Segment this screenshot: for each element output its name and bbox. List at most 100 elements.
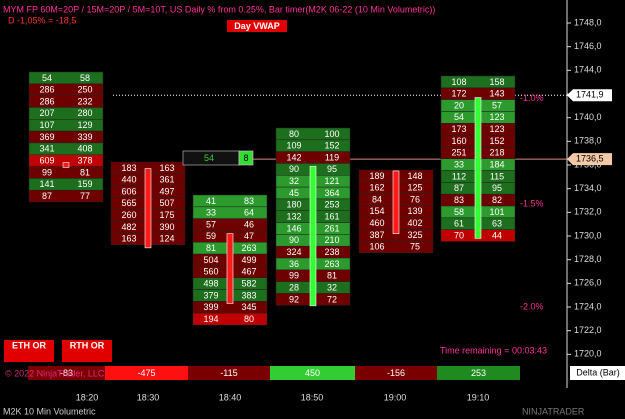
price-tick-label: 1730,0	[574, 230, 602, 240]
price-tick-label: 1734,0	[574, 183, 602, 193]
ask-volume: 408	[77, 144, 92, 154]
price-tag	[567, 153, 612, 166]
ask-volume: 148	[407, 171, 422, 181]
bid-volume: 399	[203, 302, 218, 312]
ask-volume: 82	[492, 195, 502, 205]
bid-volume: 286	[39, 85, 54, 95]
ask-volume: 159	[77, 179, 92, 189]
bid-volume: 70	[454, 230, 464, 240]
price-tag-label: 1741,9	[576, 90, 604, 100]
bid-volume: 32	[289, 176, 299, 186]
ask-volume: 325	[407, 230, 422, 240]
delta-value: -115	[220, 368, 237, 378]
candle-body	[474, 97, 482, 239]
footprint-cell	[358, 240, 434, 253]
time-tick-label: 18:30	[137, 392, 160, 402]
price-tag-label: 1736,5	[576, 153, 604, 163]
ask-volume: 143	[489, 89, 504, 99]
price-tick-label: 1746,0	[574, 41, 602, 51]
bid-volume: 57	[206, 219, 216, 229]
bid-volume: 80	[289, 129, 299, 139]
footprint-cell	[192, 194, 268, 208]
bid-volume: 440	[121, 175, 136, 185]
ask-volume: 467	[241, 267, 256, 277]
bid-volume: 87	[42, 191, 52, 201]
ask-volume: 210	[324, 235, 339, 245]
logo: NINJATRADER	[522, 406, 585, 416]
cursor-box	[238, 150, 254, 166]
delta-value: -83	[60, 368, 73, 378]
footprint-cell	[28, 71, 104, 85]
ask-volume: 339	[77, 132, 92, 142]
bid-volume: 84	[372, 194, 382, 204]
bid-volume: 341	[39, 144, 54, 154]
price-tick-label: 1738,0	[574, 136, 602, 146]
percent-label: -1.5%	[520, 198, 544, 208]
bid-volume: 33	[454, 160, 464, 170]
bid-volume: 606	[121, 186, 136, 196]
ask-volume: 121	[324, 176, 339, 186]
ask-volume: 124	[159, 234, 174, 244]
bid-volume: 109	[286, 141, 301, 151]
bid-volume: 560	[203, 267, 218, 277]
bid-volume: 260	[121, 210, 136, 220]
bid-volume: 172	[451, 89, 466, 99]
bid-volume: 194	[203, 314, 218, 324]
rth-label: RTH OR	[70, 340, 105, 350]
ask-volume: 123	[489, 124, 504, 134]
price-tick-label: 1744,0	[574, 65, 602, 75]
bid-volume: 99	[42, 167, 52, 177]
bid-volume: 142	[286, 152, 301, 162]
bid-volume: 107	[39, 120, 54, 130]
ask-volume: 101	[489, 207, 504, 217]
cursor-value: 8	[243, 153, 248, 163]
bid-volume: 132	[286, 212, 301, 222]
bid-volume: 498	[203, 279, 218, 289]
bid-volume: 379	[203, 290, 218, 300]
bid-volume: 54	[42, 73, 52, 83]
candle-body	[62, 162, 70, 168]
ask-volume: 100	[324, 129, 339, 139]
daily-change: D -1,05% = -18,5	[8, 15, 76, 25]
vwap-box	[227, 20, 287, 32]
bid-volume: 160	[451, 136, 466, 146]
bid-volume: 99	[289, 271, 299, 281]
bid-volume: 183	[121, 163, 136, 173]
ask-volume: 63	[492, 219, 502, 229]
ask-volume: 123	[489, 112, 504, 122]
bid-volume: 146	[286, 223, 301, 233]
delta-value: 253	[471, 368, 486, 378]
delta-title: Delta (Bar)	[576, 367, 620, 377]
cursor-value: 54	[204, 153, 214, 163]
ask-volume: 46	[244, 219, 254, 229]
bid-volume: 180	[286, 200, 301, 210]
ask-volume: 345	[241, 302, 256, 312]
ask-volume: 77	[80, 191, 90, 201]
ask-volume: 390	[159, 222, 174, 232]
bid-volume: 163	[121, 234, 136, 244]
ask-volume: 58	[80, 73, 90, 83]
ask-volume: 129	[77, 120, 92, 130]
bid-volume: 207	[39, 108, 54, 118]
time-tick-label: 18:20	[76, 392, 99, 402]
eth-label: ETH OR	[12, 340, 47, 350]
delta-cell	[355, 366, 437, 380]
delta-cell	[28, 366, 105, 380]
ask-volume: 238	[324, 247, 339, 257]
delta-cell	[105, 366, 188, 380]
bid-volume: 59	[206, 231, 216, 241]
price-tick-label: 1722,0	[574, 325, 602, 335]
bid-volume: 286	[39, 96, 54, 106]
ask-volume: 507	[159, 198, 174, 208]
bid-volume: 173	[451, 124, 466, 134]
price-tick-label: 1726,0	[574, 278, 602, 288]
footprint-cell	[192, 206, 268, 219]
price-tick-label: 1724,0	[574, 301, 602, 311]
bid-volume: 20	[454, 100, 464, 110]
ask-volume: 378	[77, 156, 92, 166]
bid-volume: 33	[206, 208, 216, 218]
bid-volume: 504	[203, 255, 218, 265]
bid-volume: 54	[454, 112, 464, 122]
ask-volume: 364	[324, 188, 339, 198]
